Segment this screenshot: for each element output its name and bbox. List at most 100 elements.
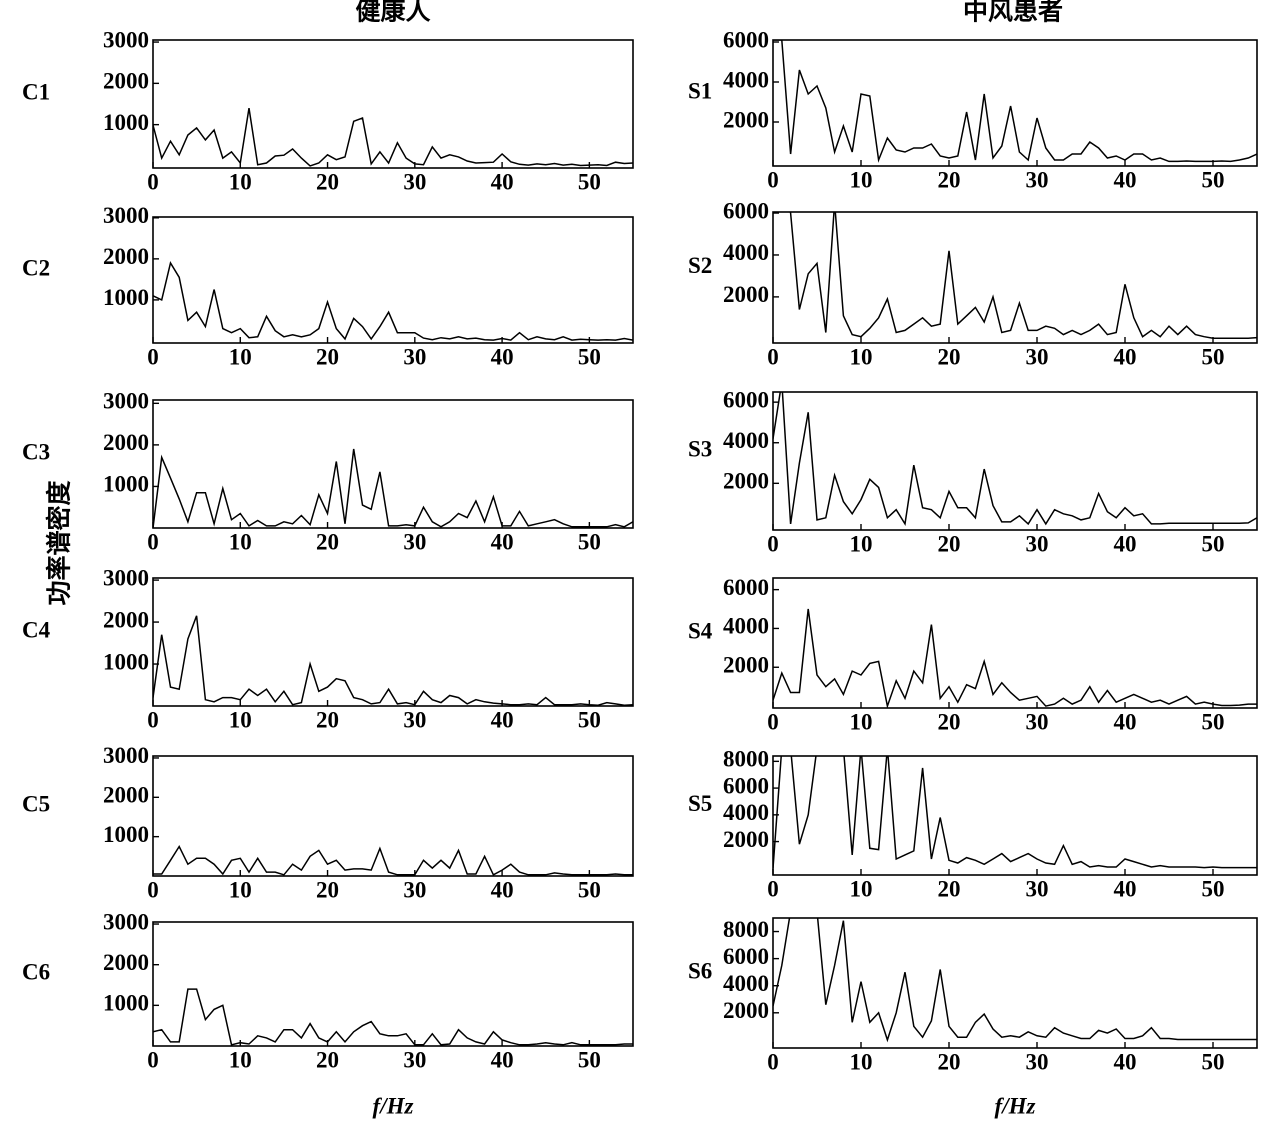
plot-frame	[772, 391, 1258, 531]
x-tick-label: 50	[1202, 1049, 1225, 1074]
y-tick-label: 2000	[723, 107, 769, 132]
x-tick-label: 0	[767, 167, 779, 192]
panel: C4 0 10 20 30 40 50 1000 2000 3000	[22, 565, 634, 732]
y-tick-label: 1000	[103, 285, 149, 310]
y-tick-label: 4000	[723, 614, 769, 639]
series-line	[773, 392, 1257, 527]
y-axis-label: 功率谱密度	[45, 480, 74, 605]
series-line	[773, 918, 1257, 1043]
x-tick-label: 40	[491, 1047, 514, 1072]
panel-label: S3	[688, 436, 712, 461]
column-title: 健康人	[355, 0, 430, 26]
x-tick-label: 10	[229, 707, 252, 732]
x-tick-label: 30	[1026, 709, 1049, 734]
panel: S4 0 10 20 30 40 50 2000 4000 6000	[688, 575, 1258, 734]
x-tick-label: 0	[147, 1047, 159, 1072]
y-tick-label: 2000	[723, 827, 769, 852]
y-tick-label: 2000	[103, 430, 149, 455]
x-tick-label: 40	[491, 169, 514, 194]
x-axis-label: f/Hz	[995, 1093, 1036, 1118]
plot-frame	[772, 211, 1258, 344]
x-tick-label: 10	[850, 709, 873, 734]
x-tick-label: 30	[1026, 344, 1049, 369]
x-tick-label: 30	[403, 1047, 426, 1072]
x-tick-label: 0	[147, 707, 159, 732]
x-tick-label: 50	[578, 1047, 601, 1072]
y-tick-label: 6000	[723, 27, 769, 52]
y-tick-label: 3000	[103, 203, 149, 228]
plot-frame	[152, 755, 634, 877]
panel-label: C1	[22, 79, 50, 104]
x-tick-label: 30	[1026, 167, 1049, 192]
series-line	[153, 107, 633, 167]
x-tick-label: 30	[1026, 1049, 1049, 1074]
y-tick-label: 3000	[103, 389, 149, 414]
panel-label: S6	[688, 958, 712, 983]
plot-frame	[772, 917, 1258, 1049]
x-tick-label: 30	[403, 344, 426, 369]
x-tick-label: 40	[491, 529, 514, 554]
x-tick-label: 30	[403, 707, 426, 732]
x-tick-label: 30	[1026, 531, 1049, 556]
panel-label: S5	[688, 791, 712, 816]
x-tick-label: 30	[403, 529, 426, 554]
y-tick-label: 2000	[103, 607, 149, 632]
y-tick-label: 1000	[103, 649, 149, 674]
series-line	[153, 844, 633, 876]
plot-frame	[772, 577, 1258, 709]
x-tick-label: 40	[491, 707, 514, 732]
y-tick-label: 1000	[103, 472, 149, 497]
plot-frame	[152, 216, 634, 344]
x-tick-label: 0	[147, 169, 159, 194]
plot-frame	[152, 399, 634, 529]
x-tick-label: 40	[1114, 167, 1137, 192]
x-tick-label: 40	[1114, 1049, 1137, 1074]
y-tick-label: 8000	[723, 917, 769, 942]
x-tick-label: 10	[850, 167, 873, 192]
x-tick-label: 40	[491, 344, 514, 369]
y-tick-label: 4000	[723, 971, 769, 996]
series-line	[153, 448, 633, 528]
panel-label: S1	[688, 78, 712, 103]
series-line	[773, 608, 1257, 708]
panel: C1 0 10 20 30 40 50 1000 2000 3000	[22, 27, 634, 194]
x-tick-label: 20	[316, 529, 339, 554]
x-axis-label: f/Hz	[373, 1093, 414, 1118]
x-tick-label: 0	[767, 344, 779, 369]
x-tick-label: 50	[578, 169, 601, 194]
y-tick-label: 2000	[103, 69, 149, 94]
y-tick-label: 2000	[723, 653, 769, 678]
x-tick-label: 0	[147, 529, 159, 554]
x-tick-label: 20	[938, 531, 961, 556]
y-tick-label: 2000	[103, 783, 149, 808]
x-tick-label: 30	[403, 877, 426, 902]
x-tick-label: 10	[850, 344, 873, 369]
y-tick-label: 3000	[103, 565, 149, 590]
y-tick-label: 1000	[103, 991, 149, 1016]
x-tick-label: 10	[229, 169, 252, 194]
y-tick-label: 2000	[723, 998, 769, 1023]
panel-label: C6	[22, 959, 50, 984]
x-tick-label: 20	[938, 709, 961, 734]
x-tick-label: 20	[938, 344, 961, 369]
plot-frame	[772, 755, 1258, 876]
x-tick-label: 10	[229, 344, 252, 369]
x-tick-label: 20	[316, 344, 339, 369]
panel-label: C2	[22, 255, 50, 280]
x-tick-label: 20	[316, 707, 339, 732]
x-tick-label: 50	[1202, 167, 1225, 192]
x-tick-label: 20	[316, 169, 339, 194]
x-tick-label: 20	[938, 1049, 961, 1074]
x-tick-label: 20	[316, 877, 339, 902]
y-tick-label: 2000	[103, 950, 149, 975]
series-line	[789, 212, 1257, 339]
plot-frame	[152, 577, 634, 707]
x-tick-label: 10	[850, 1049, 873, 1074]
y-tick-label: 6000	[723, 773, 769, 798]
series-line	[773, 756, 1257, 869]
x-tick-label: 40	[1114, 344, 1137, 369]
panel: C6 0 10 20 30 40 50 1000 2000 3000 f/Hz	[22, 909, 634, 1118]
x-tick-label: 50	[578, 344, 601, 369]
x-tick-label: 50	[578, 877, 601, 902]
